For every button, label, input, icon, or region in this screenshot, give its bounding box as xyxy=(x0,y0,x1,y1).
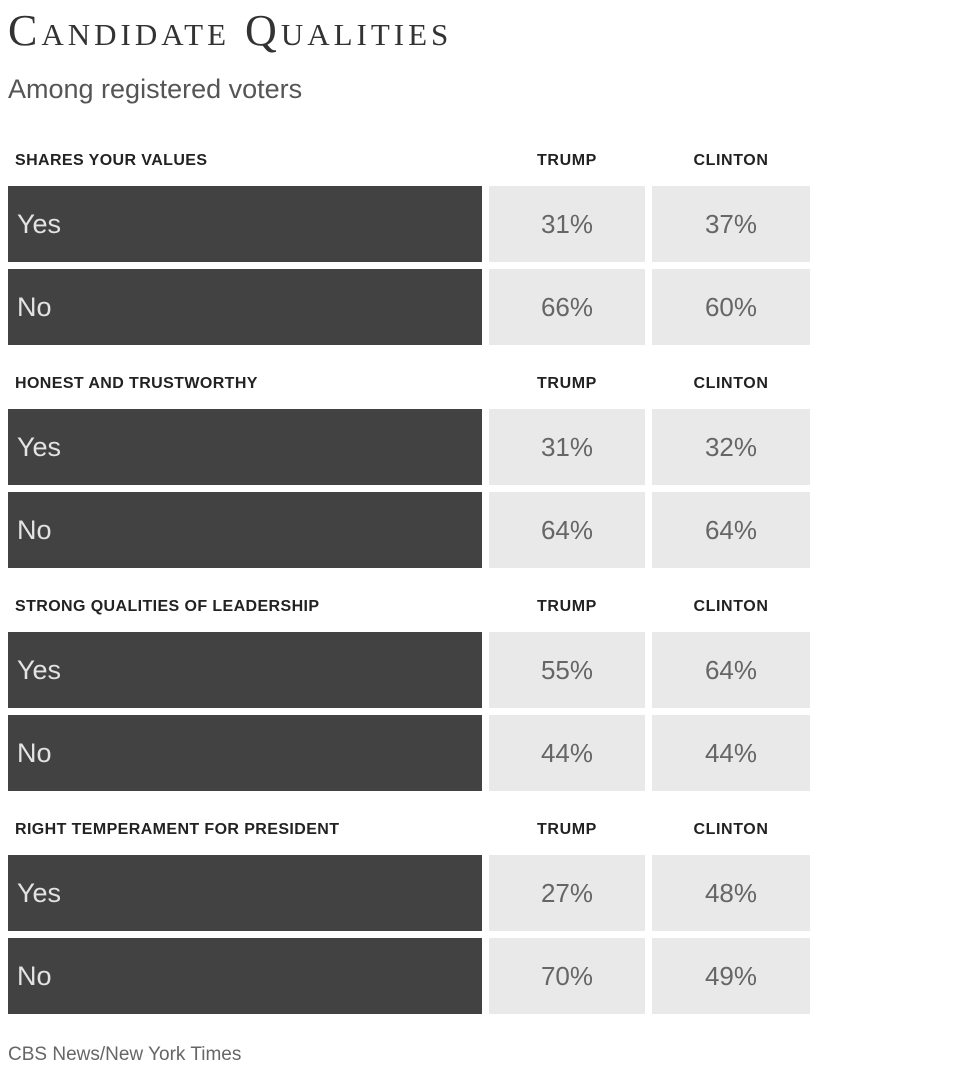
section-label: SHARES YOUR VALUES xyxy=(15,152,208,169)
table-row: No 64% 64% xyxy=(8,492,810,568)
page-title: Candidate Qualities xyxy=(8,6,453,55)
section-label: STRONG QUALITIES OF LEADERSHIP xyxy=(15,598,320,615)
section-header-row: HONEST AND TRUSTWORTHY TRUMP CLINTON xyxy=(8,375,810,393)
clinton-value-cell: 60% xyxy=(652,269,810,345)
table-row: Yes 31% 37% xyxy=(8,186,810,262)
clinton-value-cell: 64% xyxy=(652,492,810,568)
clinton-value-cell: 64% xyxy=(652,632,810,708)
answer-bar-no: No xyxy=(8,269,482,345)
clinton-value-cell: 44% xyxy=(652,715,810,791)
section-right-temperament-for-president: RIGHT TEMPERAMENT FOR PRESIDENT TRUMP CL… xyxy=(8,821,810,1014)
column-header-clinton: CLINTON xyxy=(693,821,769,838)
table-row: Yes 31% 32% xyxy=(8,409,810,485)
section-honest-and-trustworthy: HONEST AND TRUSTWORTHY TRUMP CLINTON Yes… xyxy=(8,375,810,568)
trump-value-cell: 27% xyxy=(489,855,645,931)
trump-value-cell: 66% xyxy=(489,269,645,345)
answer-bar-no: No xyxy=(8,492,482,568)
chart-subtitle: Among registered voters xyxy=(8,74,303,104)
clinton-value-cell: 48% xyxy=(652,855,810,931)
column-header-clinton: CLINTON xyxy=(693,598,769,615)
table-row: No 44% 44% xyxy=(8,715,810,791)
clinton-value-cell: 49% xyxy=(652,938,810,1014)
clinton-value-cell: 32% xyxy=(652,409,810,485)
answer-bar-no: No xyxy=(8,715,482,791)
answer-bar-yes: Yes xyxy=(8,186,482,262)
trump-value-cell: 31% xyxy=(489,409,645,485)
section-label: HONEST AND TRUSTWORTHY xyxy=(15,375,258,392)
column-header-trump: TRUMP xyxy=(537,375,597,392)
section-shares-your-values: SHARES YOUR VALUES TRUMP CLINTON Yes 31%… xyxy=(8,152,810,345)
trump-value-cell: 44% xyxy=(489,715,645,791)
table-row: Yes 27% 48% xyxy=(8,855,810,931)
column-header-trump: TRUMP xyxy=(537,598,597,615)
answer-bar-yes: Yes xyxy=(8,409,482,485)
trump-value-cell: 70% xyxy=(489,938,645,1014)
column-header-clinton: CLINTON xyxy=(693,152,769,169)
answer-bar-yes: Yes xyxy=(8,855,482,931)
section-strong-qualities-of-leadership: STRONG QUALITIES OF LEADERSHIP TRUMP CLI… xyxy=(8,598,810,791)
section-label: RIGHT TEMPERAMENT FOR PRESIDENT xyxy=(15,821,340,838)
clinton-value-cell: 37% xyxy=(652,186,810,262)
answer-bar-no: No xyxy=(8,938,482,1014)
section-header-row: RIGHT TEMPERAMENT FOR PRESIDENT TRUMP CL… xyxy=(8,821,810,839)
table-row: No 66% 60% xyxy=(8,269,810,345)
trump-value-cell: 55% xyxy=(489,632,645,708)
section-header-row: SHARES YOUR VALUES TRUMP CLINTON xyxy=(8,152,810,170)
column-header-trump: TRUMP xyxy=(537,821,597,838)
answer-bar-yes: Yes xyxy=(8,632,482,708)
trump-value-cell: 31% xyxy=(489,186,645,262)
table-row: No 70% 49% xyxy=(8,938,810,1014)
section-header-row: STRONG QUALITIES OF LEADERSHIP TRUMP CLI… xyxy=(8,598,810,616)
table-row: Yes 55% 64% xyxy=(8,632,810,708)
column-header-clinton: CLINTON xyxy=(693,375,769,392)
source-credit: CBS News/New York Times xyxy=(8,1044,242,1065)
candidate-qualities-chart: Candidate Qualities Among registered vot… xyxy=(8,6,810,1065)
column-header-trump: TRUMP xyxy=(537,152,597,169)
trump-value-cell: 64% xyxy=(489,492,645,568)
